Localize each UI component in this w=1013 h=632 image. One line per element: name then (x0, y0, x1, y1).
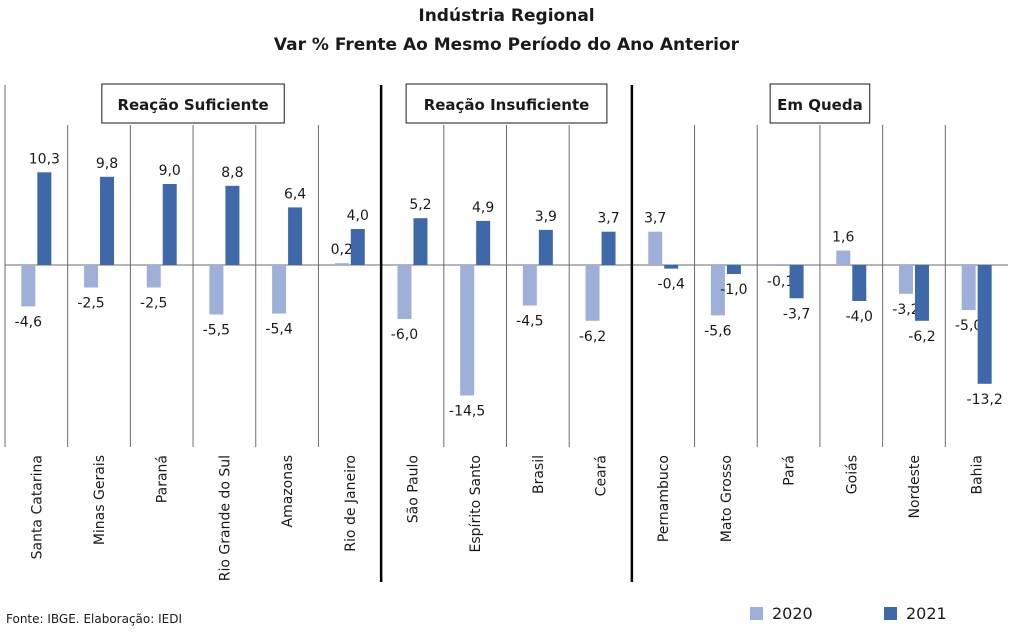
bar-2020-rio-grande-do-sul (209, 265, 224, 315)
data-label-2020-nordeste: -3,2 (892, 302, 919, 318)
legend-item-2020: 2020 (750, 604, 813, 623)
legend-item-2021: 2021 (884, 604, 947, 623)
group-label-em-queda: Em Queda (777, 96, 863, 114)
chart-subtitle: Var % Frente Ao Mesmo Período do Ano Ant… (273, 35, 740, 55)
bar-2021-goias (852, 265, 867, 301)
data-label-2020-santa-catarina: -4,6 (15, 314, 42, 330)
category-label-minas-gerais: Minas Gerais (92, 455, 108, 545)
data-label-2020-sao-paulo: -6,0 (391, 327, 418, 343)
group-label-reacao-suficiente: Reação Suficiente (117, 96, 268, 114)
data-label-2021-bahia: -13,2 (967, 392, 1003, 408)
data-label-2021-espirito-santo: 4,9 (472, 200, 494, 216)
legend-label-2021: 2021 (906, 604, 947, 623)
category-label-nordeste: Nordeste (907, 455, 923, 518)
data-label-2021-ceara: 3,7 (597, 211, 619, 227)
bar-2021-para (789, 265, 804, 299)
bar-2021-brasil (538, 229, 553, 265)
data-label-2021-parana: 9,0 (159, 163, 181, 179)
group-label-reacao-insuficiente: Reação Insuficiente (424, 96, 590, 114)
group-box-reacao-insuficiente (405, 83, 608, 124)
legend-label-2020: 2020 (772, 604, 813, 623)
data-label-2021-amazonas: 6,4 (284, 186, 306, 202)
data-label-2020-rio-de-janeiro: 0,2 (331, 242, 353, 258)
category-label-goias: Goiás (844, 455, 860, 494)
category-label-rio-de-janeiro: Rio de Janeiro (343, 455, 359, 552)
data-label-2021-santa-catarina: 10,3 (29, 151, 60, 167)
bar-2020-ceara (585, 265, 600, 321)
bar-2021-santa-catarina (37, 172, 52, 265)
data-label-2020-mato-grosso: -5,6 (704, 323, 731, 339)
bar-2021-amazonas (288, 207, 303, 265)
bar-2020-espirito-santo (460, 265, 475, 396)
data-label-2020-parana: -2,5 (140, 296, 167, 312)
bar-2021-nordeste (914, 265, 929, 321)
data-label-2021-rio-grande-do-sul: 8,8 (221, 165, 243, 181)
chart-title: Indústria Regional (418, 6, 595, 26)
data-label-2021-sao-paulo: 5,2 (409, 197, 431, 213)
bar-2020-parana (146, 265, 161, 288)
data-label-2020-pernambuco: 3,7 (644, 211, 666, 227)
bar-2020-minas-gerais (84, 265, 99, 288)
data-label-2020-ceara: -6,2 (579, 329, 606, 345)
data-label-2021-nordeste: -6,2 (908, 329, 935, 345)
group-box-reacao-suficiente (101, 83, 285, 124)
category-label-brasil: Brasil (531, 455, 547, 494)
bar-2021-espirito-santo (476, 220, 491, 265)
legend-swatch-2021 (884, 607, 897, 620)
bar-2020-rio-de-janeiro (334, 263, 349, 265)
category-label-santa-catarina: Santa Catarina (29, 455, 45, 559)
data-label-2020-goias: 1,6 (832, 230, 854, 246)
category-label-pernambuco: Pernambuco (656, 455, 672, 542)
bar-2021-sao-paulo (413, 218, 428, 265)
data-label-2020-espirito-santo: -14,5 (449, 404, 485, 420)
bar-2020-para (773, 265, 788, 266)
data-label-2020-rio-grande-do-sul: -5,5 (203, 323, 230, 339)
data-label-2020-bahia: -5,0 (955, 318, 982, 334)
category-label-mato-grosso: Mato Grosso (719, 455, 735, 542)
bar-2021-rio-grande-do-sul (225, 185, 240, 265)
bar-2021-bahia (977, 265, 992, 384)
source-note: Fonte: IBGE. Elaboração: IEDI (6, 612, 183, 626)
data-label-2020-para: -0,1 (767, 274, 794, 290)
category-label-bahia: Bahia (970, 455, 986, 495)
bar-2021-parana (162, 184, 177, 265)
bar-2020-sao-paulo (397, 265, 412, 319)
data-label-2020-minas-gerais: -2,5 (77, 296, 104, 312)
legend-swatch-2020 (750, 607, 763, 620)
category-label-parana: Paraná (155, 455, 171, 503)
category-label-rio-grande-do-sul: Rio Grande do Sul (217, 455, 233, 581)
bar-2020-bahia (961, 265, 976, 310)
bar-2021-ceara (601, 231, 616, 265)
bar-2020-mato-grosso (710, 265, 725, 316)
data-label-2021-minas-gerais: 9,8 (96, 156, 118, 172)
data-label-2020-brasil: -4,5 (516, 314, 543, 330)
bar-2021-pernambuco (664, 265, 679, 269)
bar-2020-pernambuco (648, 231, 663, 265)
bar-2020-goias (836, 250, 851, 265)
data-label-2021-para: -3,7 (783, 306, 810, 322)
group-box-em-queda (769, 83, 871, 124)
bar-2020-santa-catarina (21, 265, 36, 307)
data-label-2021-pernambuco: -0,4 (658, 277, 685, 293)
category-label-espirito-santo: Espírito Santo (468, 455, 484, 552)
bar-2020-amazonas (272, 265, 287, 314)
data-label-2021-brasil: 3,9 (535, 209, 557, 225)
category-label-para: Pará (782, 455, 798, 486)
data-label-2020-amazonas: -5,4 (265, 322, 292, 338)
bar-2020-nordeste (898, 265, 913, 294)
bar-2021-minas-gerais (100, 176, 115, 265)
data-label-2021-rio-de-janeiro: 4,0 (347, 208, 369, 224)
bar-2021-mato-grosso (726, 265, 741, 274)
data-label-2021-goias: -4,0 (846, 309, 873, 325)
bar-2021-rio-de-janeiro (350, 229, 365, 265)
category-label-sao-paulo: São Paulo (405, 455, 421, 523)
category-label-ceara: Ceará (594, 455, 610, 496)
data-label-2021-mato-grosso: -1,0 (720, 282, 747, 298)
bar-2020-brasil (522, 265, 537, 306)
category-label-amazonas: Amazonas (280, 455, 296, 527)
